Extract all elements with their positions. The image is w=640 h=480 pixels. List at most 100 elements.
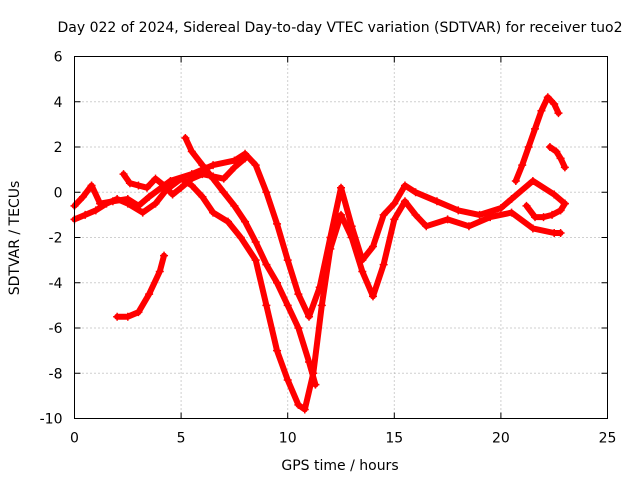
y-axis-label: SDTVAR / TECUs — [7, 181, 23, 296]
data-point — [311, 380, 320, 389]
data-point — [531, 213, 540, 222]
data-point — [560, 199, 569, 208]
y-tick-label: 2 — [54, 140, 63, 156]
data-point — [102, 199, 111, 208]
data-point — [454, 206, 463, 215]
data-point — [273, 219, 282, 228]
data-point — [187, 174, 196, 183]
data-point — [543, 93, 552, 102]
data-point — [347, 233, 356, 242]
y-tick-label: -4 — [49, 276, 63, 292]
data-point — [400, 181, 409, 190]
data-point — [198, 192, 207, 201]
data-point — [251, 238, 260, 247]
y-tick-label: 4 — [54, 95, 63, 111]
data-point — [554, 109, 563, 118]
series-track-f — [512, 94, 562, 184]
data-point — [390, 215, 399, 224]
data-point — [209, 174, 218, 183]
data-point — [294, 400, 303, 409]
data-point — [524, 143, 533, 151]
data-point — [548, 210, 557, 219]
y-tick-label: -6 — [49, 321, 63, 337]
data-point — [432, 197, 441, 206]
data-point — [337, 210, 345, 219]
data-point — [390, 199, 399, 208]
data-point — [326, 244, 335, 253]
data-point — [187, 181, 196, 190]
data-point — [151, 199, 160, 208]
data-point — [125, 179, 134, 188]
data-point — [511, 176, 520, 185]
data-point — [241, 217, 250, 226]
data-point — [475, 210, 484, 219]
data-point — [550, 100, 559, 109]
data-point — [379, 210, 388, 219]
data-series — [70, 93, 569, 414]
data-point — [368, 242, 377, 251]
series-track-b — [71, 175, 564, 413]
data-point — [219, 174, 228, 183]
data-point — [145, 290, 154, 299]
data-point — [209, 208, 218, 217]
data-point — [151, 174, 160, 183]
data-point — [177, 174, 186, 183]
data-point — [528, 176, 537, 185]
data-point — [368, 292, 377, 301]
data-point — [168, 190, 177, 199]
x-axis-label: GPS time / hours — [281, 458, 398, 474]
data-point — [160, 251, 169, 260]
data-point — [550, 190, 559, 199]
y-tick-label: -10 — [40, 412, 63, 428]
data-point — [537, 106, 546, 115]
data-point — [209, 161, 218, 170]
data-point — [262, 301, 271, 310]
data-point — [230, 156, 239, 165]
data-point — [230, 163, 239, 172]
series-track-c — [114, 252, 167, 320]
data-point — [400, 197, 409, 206]
data-point — [411, 188, 420, 197]
data-point — [198, 161, 207, 170]
chart-title: Day 022 of 2024, Sidereal Day-to-day VTE… — [57, 20, 622, 36]
data-point — [545, 143, 554, 151]
data-point — [177, 183, 186, 192]
data-point — [539, 213, 548, 222]
data-point — [317, 301, 326, 310]
x-tick-label: 0 — [70, 431, 79, 447]
data-point — [560, 163, 569, 172]
data-point — [358, 267, 367, 276]
data-point — [142, 183, 151, 192]
y-tick-label: -8 — [49, 366, 63, 382]
data-point — [283, 301, 292, 310]
data-point — [113, 195, 122, 204]
x-tick-label: 10 — [279, 431, 297, 447]
data-point — [273, 278, 282, 287]
data-point — [556, 154, 565, 163]
data-point — [134, 181, 143, 190]
data-point — [138, 208, 147, 217]
data-point — [236, 233, 245, 242]
data-point — [87, 181, 96, 190]
data-point — [486, 213, 495, 222]
data-point — [300, 405, 309, 414]
data-point — [160, 181, 169, 190]
y-tick-label: -2 — [49, 231, 63, 247]
data-point — [81, 210, 90, 219]
data-point — [422, 222, 431, 231]
data-point — [79, 192, 88, 201]
x-tick-label: 15 — [385, 431, 403, 447]
axis-ticks: 0 5 10 15 20 25 -10 -8 -6 -4 -2 0 2 4 6 — [40, 50, 617, 447]
data-point — [507, 208, 516, 217]
data-point — [251, 161, 260, 170]
data-point — [241, 154, 250, 163]
series-track-e — [182, 134, 319, 388]
data-point — [443, 215, 452, 224]
data-point — [198, 170, 207, 179]
series-track-g — [546, 144, 568, 171]
data-point — [273, 346, 282, 355]
x-tick-label: 25 — [599, 431, 617, 447]
data-point — [113, 312, 122, 321]
x-tick-label: 5 — [177, 431, 186, 447]
